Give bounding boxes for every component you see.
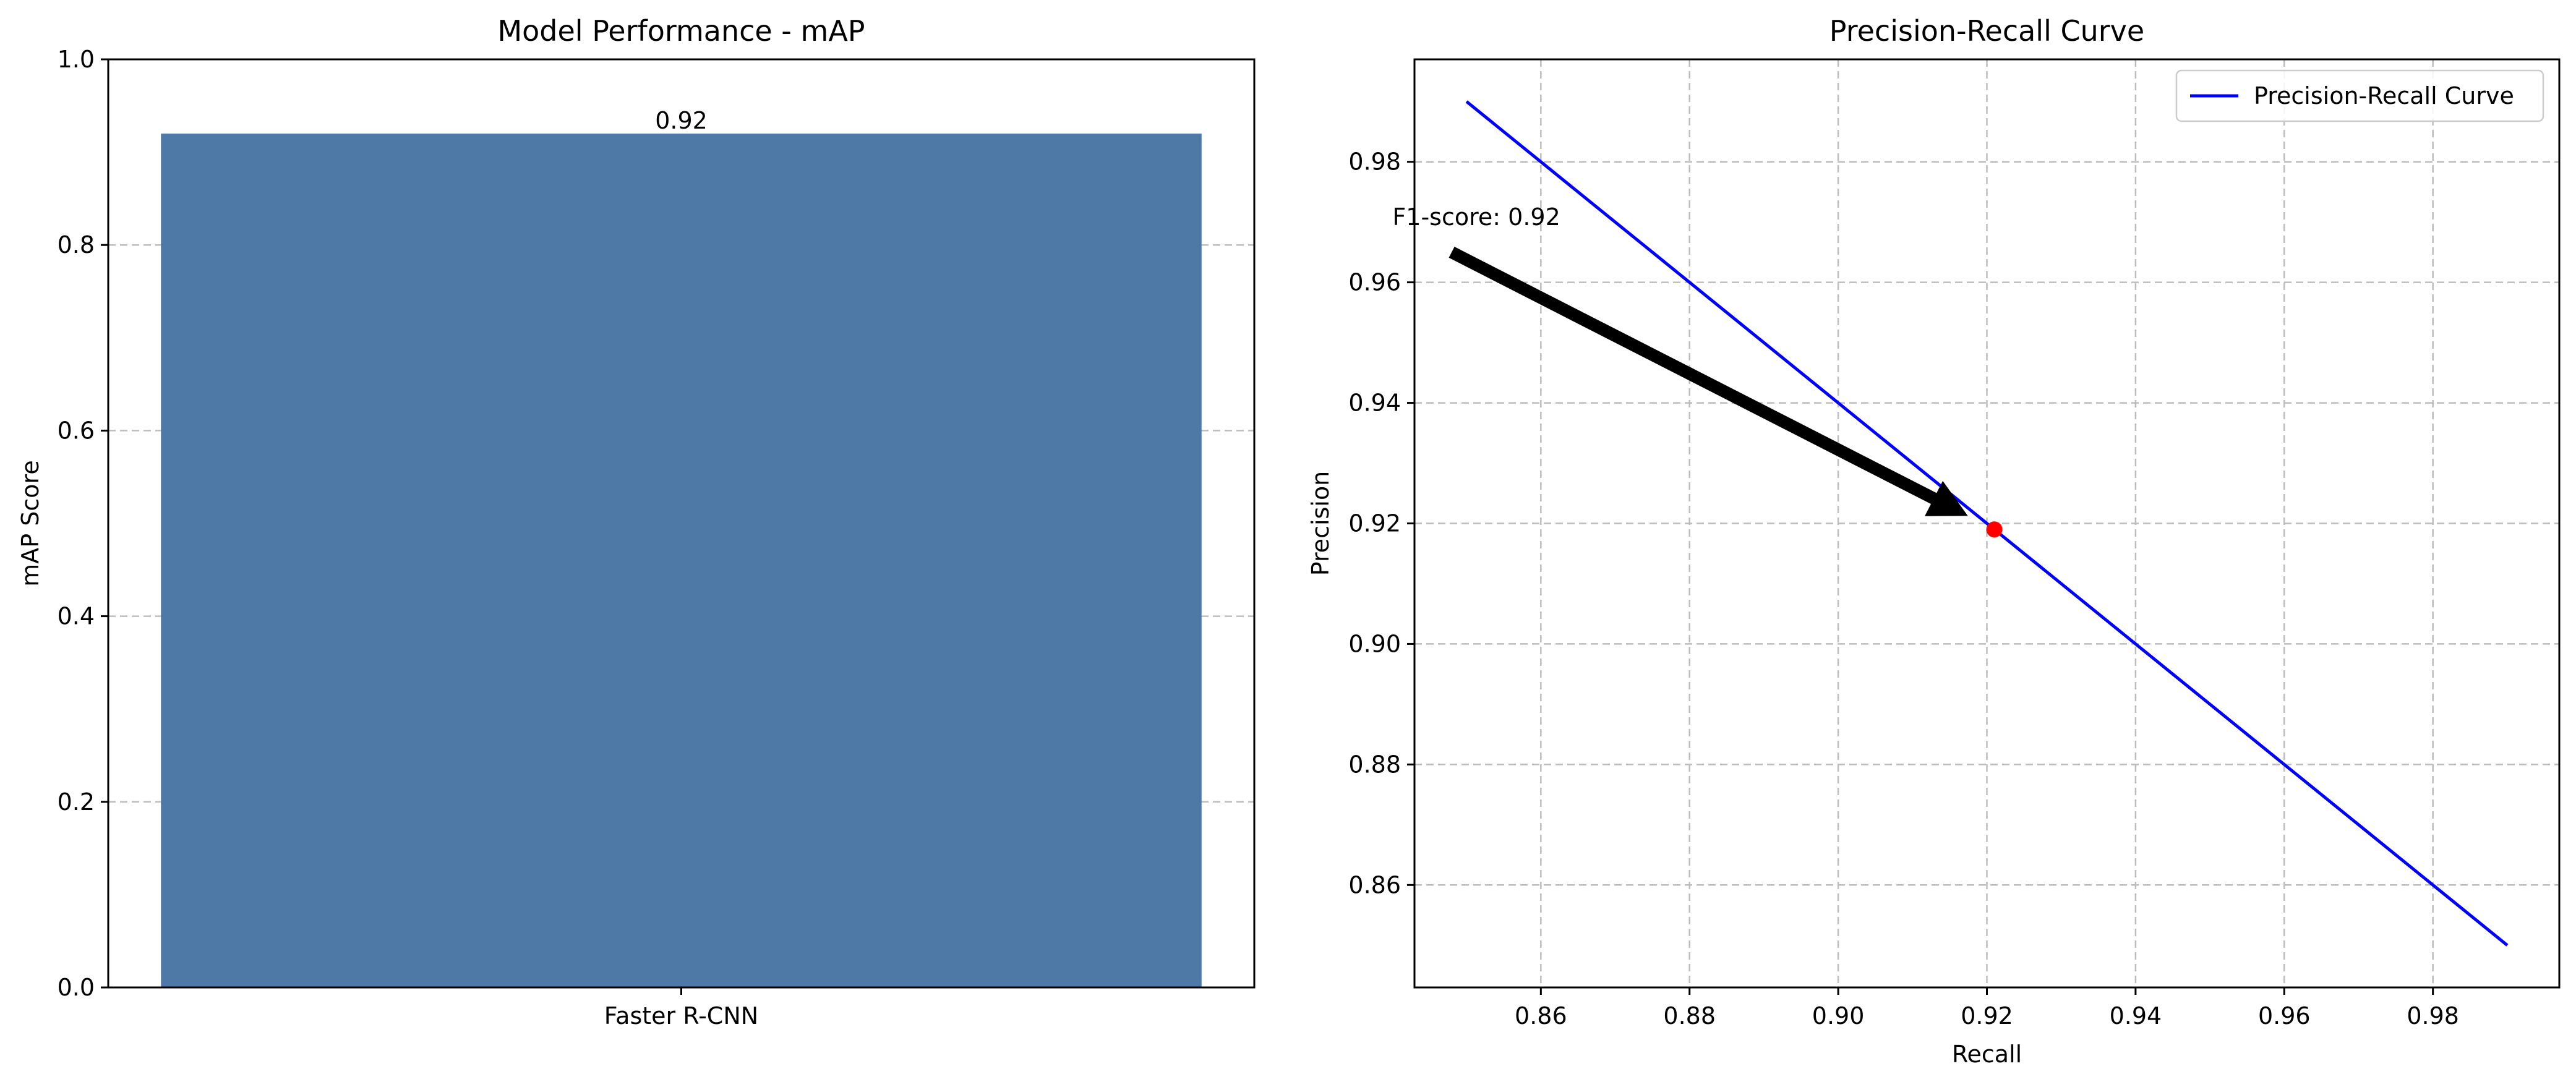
pr-curve-legend: Precision-Recall Curve <box>2175 69 2544 122</box>
pr-curve-axes-frame <box>1413 58 2561 989</box>
bar-y-tick-label: 1.0 <box>58 46 95 73</box>
bar-chart-x-ticks: Faster R-CNN <box>604 987 758 1029</box>
pr-x-tick-label: 0.86 <box>1515 1002 1567 1029</box>
bar-chart-bars: 0.92 <box>161 107 1202 988</box>
bar-chart-axes-frame <box>107 58 1256 989</box>
pr-y-tick-label: 0.98 <box>1348 148 1401 176</box>
pr-x-tick-label: 0.98 <box>2407 1002 2459 1029</box>
legend-entry-label: Precision-Recall Curve <box>2254 82 2514 109</box>
bar-x-tick-label: Faster R-CNN <box>604 1002 758 1029</box>
pr-x-tick-label: 0.90 <box>1812 1002 1865 1029</box>
f1-score-annotation-text: F1-score: 0.92 <box>1392 203 1560 231</box>
pr-curve-x-axis-label: Recall <box>1952 1041 2022 1068</box>
bar-chart-y-axis-label: mAP Score <box>17 460 44 586</box>
pr-curve-annotation: F1-score: 0.92 <box>1392 203 2003 538</box>
legend-box <box>2175 69 2544 122</box>
pr-y-tick-label: 0.96 <box>1348 269 1401 296</box>
f1-arrow-shaft <box>1448 246 1939 505</box>
f1-highlight-point <box>1986 521 2003 538</box>
pr-curve-panel: Precision-Recall Curve F1-score: 0.92 0.… <box>1307 14 2561 1068</box>
bar-y-tick-label: 0.6 <box>58 417 95 444</box>
pr-x-tick-label: 0.92 <box>1961 1002 2013 1029</box>
pr-curve-y-ticks: 0.86 0.88 0.90 0.92 0.94 0.96 0.98 <box>1348 148 1414 898</box>
pr-y-tick-label: 0.92 <box>1348 510 1401 537</box>
bar <box>161 134 1202 988</box>
pr-x-tick-label: 0.94 <box>2110 1002 2162 1029</box>
pr-y-tick-label: 0.90 <box>1348 630 1401 657</box>
pr-curve-x-ticks: 0.86 0.88 0.90 0.92 0.94 0.96 0.98 <box>1515 987 2459 1029</box>
bar-chart-title: Model Performance - mAP <box>497 14 865 48</box>
bar-y-tick-label: 0.4 <box>58 603 95 630</box>
pr-curve-series <box>1465 100 2509 947</box>
bar-chart-panel: Model Performance - mAP 0.92 0.00.20.40.… <box>17 14 1256 1029</box>
bar-y-tick-label: 0.0 <box>58 974 95 1001</box>
pr-curve-gridlines <box>1414 59 2559 987</box>
pr-x-tick-label: 0.96 <box>2258 1002 2311 1029</box>
pr-y-tick-label: 0.94 <box>1348 390 1401 417</box>
pr-y-tick-label: 0.86 <box>1348 871 1401 898</box>
bar-data-label: 0.92 <box>655 107 708 134</box>
bar-chart-y-ticks: 0.0 0.2 0.4 0.6 0.8 1.0 <box>58 46 108 1001</box>
pr-y-tick-label: 0.88 <box>1348 751 1401 778</box>
bar-y-tick-label: 0.2 <box>58 788 95 816</box>
bar-y-tick-label: 0.8 <box>58 231 95 258</box>
f1-arrow-head <box>1925 480 1968 516</box>
pr-x-tick-label: 0.88 <box>1663 1002 1716 1029</box>
pr-curve-title: Precision-Recall Curve <box>1829 14 2144 48</box>
pr-curve-line <box>1465 100 2509 947</box>
pr-curve-y-axis-label: Precision <box>1307 471 1334 576</box>
